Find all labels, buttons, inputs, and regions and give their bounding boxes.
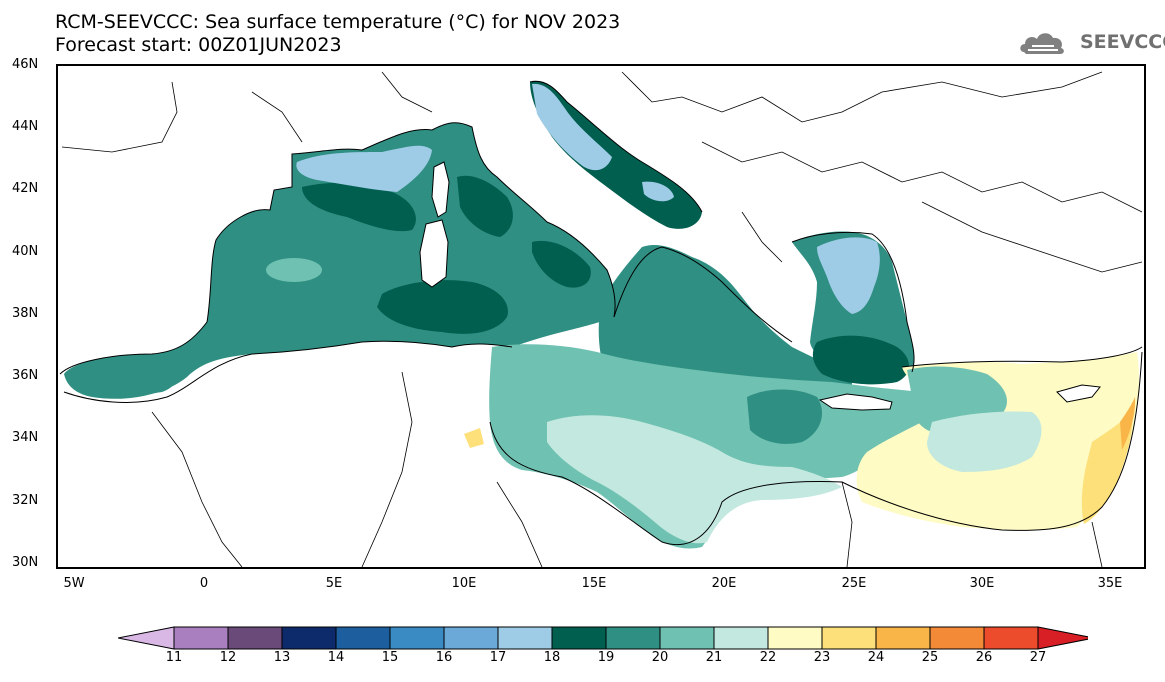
- lon-label-25e: 25E: [841, 576, 867, 591]
- color-bar-label: 16: [435, 650, 453, 665]
- color-bar-label: 26: [975, 650, 993, 665]
- color-bar-label: 23: [813, 650, 831, 665]
- sea-gulf-of-lion-cool: [296, 145, 432, 192]
- color-bar-label: 18: [543, 650, 561, 665]
- color-bar-swatch: [227, 626, 283, 650]
- color-bar-label: 11: [165, 650, 183, 665]
- map-panel: [56, 64, 1146, 569]
- color-bar-swatch: [497, 626, 553, 650]
- color-bar-swatch: [605, 626, 661, 650]
- sea-ligurian-dark: [302, 182, 416, 232]
- map-title: RCM-SEEVCCC: Sea surface temperature (°C…: [55, 11, 621, 33]
- color-bar-label: 19: [597, 650, 615, 665]
- color-bar-swatch: [443, 626, 499, 650]
- sea-tyrrhenian-dark-2: [532, 240, 591, 288]
- color-bar-label: 14: [327, 650, 345, 665]
- sea-south-central: [489, 344, 1002, 549]
- sea-ionian: [598, 245, 852, 405]
- color-bar-swatch: [713, 626, 769, 650]
- sea-north-adriatic-cool: [532, 83, 612, 171]
- sea-levant-coast-25: [1120, 397, 1136, 450]
- forecast-start-subtitle: Forecast start: 00Z01JUN2023: [55, 34, 342, 56]
- color-bar-swatch: [281, 626, 337, 650]
- color-bar-label: 13: [273, 650, 291, 665]
- logo-text: SEEVCCC: [1080, 31, 1165, 53]
- color-bar-swatch: [821, 626, 877, 650]
- color-bar-label: 20: [651, 650, 669, 665]
- color-bar-max-arrow: [1037, 626, 1088, 650]
- sea-central-dark: [747, 389, 822, 444]
- lat-label-30n: 30N: [12, 555, 39, 570]
- color-bar-swatch: [875, 626, 931, 650]
- lat-label-40n: 40N: [12, 244, 39, 259]
- sea-levant-coast-24: [1081, 412, 1133, 524]
- lat-label-42n: 42N: [12, 181, 39, 196]
- color-bar-label: 15: [381, 650, 399, 665]
- color-bar-min-arrow: [118, 626, 175, 650]
- land-corsica: [431, 161, 450, 218]
- color-bar-label: 22: [759, 650, 777, 665]
- color-bar-label: 17: [489, 650, 507, 665]
- sea-south-aegean-dark: [812, 335, 910, 385]
- color-bar-swatch: [659, 626, 715, 650]
- sea-gabes-warm: [464, 428, 484, 448]
- land-sardinia: [419, 219, 449, 288]
- color-bar: [118, 626, 1088, 650]
- coastlines: [59, 80, 1143, 546]
- lat-label-38n: 38N: [12, 306, 39, 321]
- sst-map: [59, 71, 1143, 567]
- lat-label-32n: 32N: [12, 493, 39, 508]
- lon-label-5e: 5E: [325, 576, 343, 591]
- lat-label-46n: 46N: [12, 57, 39, 72]
- color-bar-label: 27: [1029, 650, 1047, 665]
- color-bar-label: 24: [867, 650, 885, 665]
- lat-label-44n: 44N: [12, 119, 39, 134]
- color-bar-label: 21: [705, 650, 723, 665]
- color-bar-swatch: [551, 626, 607, 650]
- lon-label-35e: 35E: [1097, 576, 1123, 591]
- sea-balearic-light: [266, 258, 322, 282]
- sea-north-aegean-cool: [817, 237, 880, 314]
- lon-label-15e: 15E: [581, 576, 607, 591]
- cloud-logo-icon: [1020, 33, 1064, 54]
- color-bar-label: 25: [921, 650, 939, 665]
- sea-levantine-22: [927, 411, 1042, 472]
- color-bar-swatch: [929, 626, 985, 650]
- sea-adriatic-cool-2: [642, 181, 674, 202]
- color-bar-swatch: [173, 626, 229, 650]
- land-cyprus: [1056, 384, 1101, 403]
- sea-libya-coast-22: [547, 415, 842, 544]
- color-bar-swatch: [389, 626, 445, 650]
- sea-west-dark-patch: [377, 280, 508, 334]
- color-bar-swatch: [983, 626, 1039, 650]
- country-borders: [61, 71, 1143, 567]
- lon-label-30e: 30E: [969, 576, 995, 591]
- color-bar-swatch: [767, 626, 823, 650]
- sea-tyrrhenian-dark: [457, 175, 513, 237]
- lon-label-20e: 20E: [711, 576, 737, 591]
- sea-alboran-dark: [82, 365, 178, 395]
- lon-label-0: 0: [199, 576, 209, 591]
- land-crete: [818, 393, 893, 411]
- lat-label-36n: 36N: [12, 368, 39, 383]
- lon-label-5w: 5W: [63, 576, 85, 591]
- color-bar-label: 12: [219, 650, 237, 665]
- lon-label-10e: 10E: [451, 576, 477, 591]
- lat-label-34n: 34N: [12, 430, 39, 445]
- color-bar-swatch: [335, 626, 391, 650]
